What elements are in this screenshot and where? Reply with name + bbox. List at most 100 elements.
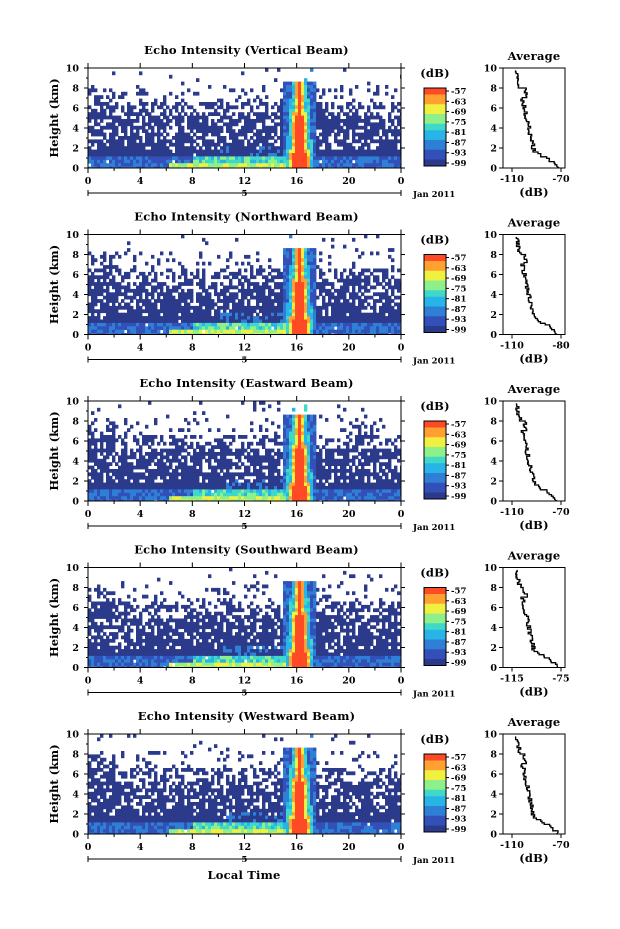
colorbar-swatch [424, 130, 446, 134]
colorbar-tick-label: -75 [451, 451, 466, 461]
colorbar-frame [423, 420, 447, 500]
colorbar-swatch [424, 492, 446, 497]
colorbar-swatch [424, 763, 446, 768]
y-tick-label: 4 [72, 457, 79, 468]
colorbar-unit: (dB) [420, 66, 449, 80]
colorbar-swatch [424, 316, 446, 320]
y-tick-label: 4 [72, 623, 79, 634]
colorbar-swatch [424, 254, 446, 259]
colorbar-swatch [424, 796, 446, 800]
colorbar-swatch [424, 793, 446, 797]
chart-title: Echo Intensity (Northward Beam) [134, 210, 358, 224]
colorbar-swatch [424, 639, 446, 644]
colorbar-unit: (dB) [420, 399, 449, 413]
colorbar-swatch [424, 146, 446, 151]
y-tick-label: 10 [66, 397, 80, 408]
colorbar-tick-label: -69 [451, 774, 466, 784]
colorbar-tick-label: -75 [451, 284, 466, 294]
colorbar-swatch [424, 610, 446, 614]
y-tick-label: 0 [72, 663, 79, 674]
x-tick-label: 12 [238, 509, 251, 520]
average-x-tick-label: -80 [552, 341, 570, 352]
y-tick-label: 10 [66, 230, 80, 241]
colorbar-swatch [424, 469, 446, 474]
date-axis-day: 5 [242, 356, 248, 366]
colorbar-unit: (dB) [420, 233, 449, 247]
y-tick-label: 6 [72, 603, 79, 614]
colorbar-tick-label: -81 [451, 794, 466, 804]
colorbar-swatch [424, 104, 446, 108]
average-frame [502, 67, 566, 169]
date-label: Jan 2011 [412, 523, 455, 533]
colorbar-swatch [424, 107, 446, 112]
colorbar-swatch [424, 110, 446, 115]
colorbar-swatch [424, 140, 446, 144]
x-tick-label: 12 [238, 842, 251, 853]
y-tick-label: 0 [72, 497, 79, 508]
colorbar-swatch [424, 264, 446, 268]
x-tick-label: 20 [342, 343, 356, 354]
y-tick-label: 10 [66, 64, 80, 75]
colorbar-swatch [424, 600, 446, 605]
average-y-tick-label: 8 [490, 84, 497, 95]
colorbar-swatch [424, 127, 446, 131]
colorbar-swatch [424, 479, 446, 484]
average-frame [502, 400, 566, 502]
average-y-tick-label: 6 [490, 437, 497, 448]
colorbar-frame [423, 87, 447, 167]
average-y-tick-label: 0 [490, 830, 497, 841]
y-tick-label: 0 [72, 164, 79, 175]
average-title: Average [507, 715, 561, 729]
average-x-label: (dB) [519, 518, 548, 532]
y-tick-label: 10 [66, 563, 80, 574]
colorbar-tick-label: -69 [451, 607, 466, 617]
heatmap-image [88, 68, 401, 168]
colorbar-swatch [424, 443, 446, 448]
colorbar-unit: (dB) [420, 566, 449, 580]
y-tick-label: 2 [72, 310, 79, 321]
colorbar-swatch [424, 329, 446, 333]
colorbar-swatch [424, 94, 446, 99]
average-y-tick-label: 6 [490, 770, 497, 781]
y-tick-label: 2 [72, 643, 79, 654]
colorbar-swatch [424, 156, 446, 160]
colorbar-swatch [424, 456, 446, 461]
colorbar-swatch [424, 421, 446, 425]
colorbar-frame [423, 254, 447, 333]
colorbar-swatch [424, 437, 446, 441]
average-profile-line [514, 70, 560, 169]
heatmap-image [88, 401, 401, 501]
colorbar-swatch [424, 319, 446, 324]
average-y-tick-label: 8 [490, 417, 497, 428]
heatmap-image [88, 567, 401, 668]
colorbar-tick-label: -57 [451, 753, 466, 763]
colorbar-tick-label: -93 [451, 315, 466, 325]
y-tick-label: 2 [72, 144, 79, 155]
average-x-tick-label: -110 [500, 341, 524, 352]
colorbar-swatch [424, 802, 446, 807]
date-label: Jan 2011 [412, 856, 455, 866]
colorbar-swatch [424, 815, 446, 820]
colorbar-swatch [424, 274, 446, 278]
chart-title: Echo Intensity (Vertical Beam) [144, 43, 349, 57]
colorbar-tick-label: -87 [451, 471, 466, 481]
date-axis-day: 5 [242, 689, 248, 699]
average-title: Average [507, 382, 561, 396]
average-x-tick-label: -110 [500, 174, 524, 185]
heatmap-cells [88, 234, 401, 335]
colorbar-swatch [424, 149, 446, 154]
colorbar-swatch [424, 447, 446, 451]
y-tick-label: 10 [66, 730, 80, 741]
average-y-tick-label: 0 [490, 663, 497, 674]
colorbar-swatch [424, 809, 446, 813]
colorbar-swatch [424, 326, 446, 330]
average-y-tick-label: 2 [490, 643, 497, 654]
colorbar-swatch [424, 136, 446, 141]
colorbar-swatch [424, 270, 446, 275]
colorbar-tick-label: -63 [451, 763, 466, 773]
colorbar-swatch [424, 626, 446, 631]
colorbar-tick-label: -81 [451, 628, 466, 638]
y-tick-label: 0 [72, 330, 79, 341]
